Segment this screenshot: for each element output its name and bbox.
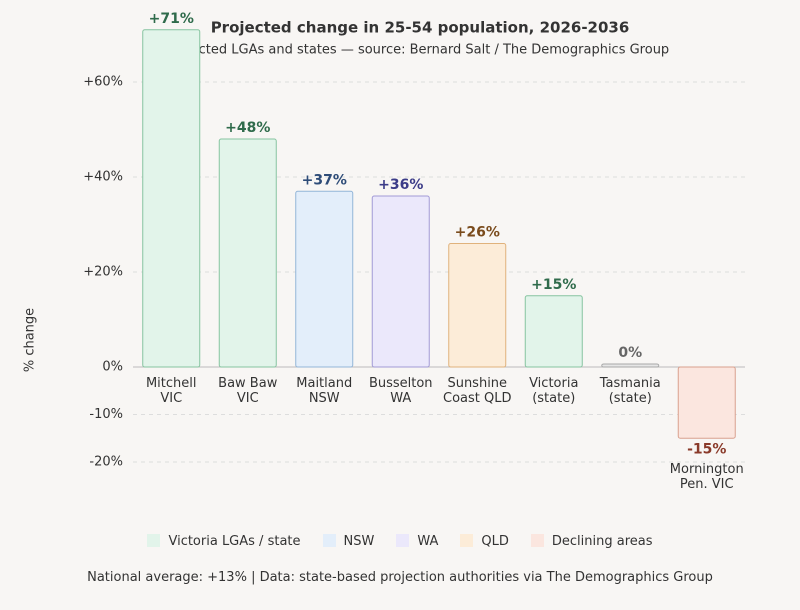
- legend-label: WA: [417, 534, 439, 549]
- x-tick-label: Mitchell VIC: [145, 376, 197, 406]
- y-tick-label: -20%: [89, 455, 123, 470]
- value-label: +36%: [378, 177, 423, 193]
- bar: [448, 243, 507, 368]
- y-tick-label: +60%: [83, 75, 123, 90]
- legend-label: QLD: [481, 534, 509, 549]
- bar: [142, 29, 201, 368]
- chart-subtitle: Selected LGAs and states — source: Berna…: [171, 43, 669, 58]
- bar: [524, 295, 583, 368]
- legend-swatch: [396, 534, 410, 547]
- legend-item: Declining areas: [530, 534, 653, 549]
- y-tick-label: -10%: [89, 407, 123, 422]
- value-label: -15%: [687, 441, 726, 457]
- legend-swatch: [147, 534, 161, 547]
- x-tick-label: Mornington Pen. VIC: [669, 462, 744, 493]
- legend-swatch: [530, 534, 544, 547]
- legend-item: WA: [396, 534, 438, 549]
- value-label: +48%: [225, 120, 270, 136]
- x-tick-label: Baw Baw VIC: [218, 376, 278, 406]
- value-label: +71%: [149, 11, 194, 27]
- bar: [601, 363, 660, 368]
- value-label: +15%: [531, 277, 576, 293]
- x-tick-label: Tasmania (state): [599, 376, 661, 406]
- legend-item: NSW: [322, 534, 375, 549]
- legend: Victoria LGAs / state NSW WA QLD Declining a…: [0, 534, 800, 549]
- footnote: National average: +13% | Data: state-bas…: [87, 570, 713, 585]
- bar: [295, 190, 354, 368]
- x-tick-label: Busselton WA: [368, 376, 433, 406]
- chart-title: Projected change in 25-54 population, 20…: [211, 19, 630, 37]
- legend-label: Victoria LGAs / state: [168, 534, 301, 549]
- y-tick-label: +40%: [83, 170, 123, 185]
- legend-label: Declining areas: [551, 534, 653, 549]
- y-axis-label: % change: [23, 308, 38, 372]
- x-tick-label: Maitland NSW: [296, 376, 353, 406]
- legend-swatch: [460, 534, 474, 547]
- value-label: +37%: [302, 172, 347, 188]
- legend-item: Victoria LGAs / state: [147, 534, 301, 549]
- legend-item: QLD: [460, 534, 509, 549]
- y-tick-label: 0%: [102, 360, 123, 375]
- value-label: 0%: [618, 345, 642, 361]
- x-tick-label: Sunshine Coast QLD: [443, 376, 512, 406]
- bar: [371, 195, 430, 368]
- x-tick-label: Victoria (state): [529, 376, 579, 406]
- value-label: +26%: [455, 225, 500, 241]
- y-tick-label: +20%: [83, 265, 123, 280]
- bar: [218, 138, 277, 368]
- legend-label: NSW: [343, 534, 375, 549]
- bar: [677, 366, 736, 439]
- legend-swatch: [322, 534, 336, 547]
